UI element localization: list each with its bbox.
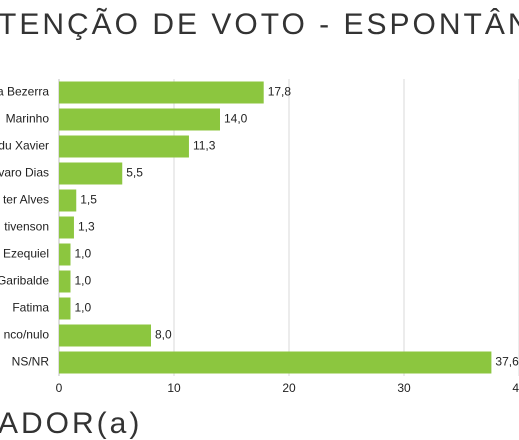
bar [59,108,220,131]
bar [59,135,189,158]
y-tick-label: NS/NR [12,355,50,369]
value-label: 11,3 [193,139,216,153]
y-tick-label: a Bezerra [0,85,49,99]
value-label: 1,3 [78,220,95,234]
footer-text: ADOR(a) [0,407,142,440]
y-tick-label: ter Alves [3,193,49,207]
chart-title: TENÇÃO DE VOTO - ESPONTÂN [0,7,519,41]
y-tick-label: Ezequiel [3,247,49,261]
y-tick-label: varo Dias [0,166,49,180]
bar [59,162,123,185]
y-tick-label: nco/nulo [4,328,50,342]
bar [59,351,492,374]
bar [59,189,77,212]
bar [59,324,151,347]
x-tick-label: 0 [56,381,63,395]
bar [59,81,264,104]
value-label: 1,0 [75,301,92,315]
value-label: 1,5 [80,193,97,207]
bar [59,216,74,239]
value-label: 1,0 [75,274,92,288]
x-tick-label: 10 [167,381,181,395]
y-tick-label: Garibalde [0,274,49,288]
x-tick-label: 20 [282,381,296,395]
bar [59,297,71,320]
value-label: 14,0 [224,112,248,126]
y-tick-label: Marinho [6,112,50,126]
y-tick-label: tivenson [4,220,49,234]
value-label: 17,8 [268,85,292,99]
bar [59,270,71,293]
value-label: 8,0 [155,328,172,342]
y-tick-label: Fatima [12,301,49,315]
bar [59,243,71,266]
y-tick-label: du Xavier [0,139,49,153]
x-tick-label: 40 [512,381,519,395]
value-label: 5,5 [126,166,143,180]
x-tick-label: 30 [397,381,411,395]
value-label: 1,0 [75,247,92,261]
value-label: 37,6 [495,355,519,369]
